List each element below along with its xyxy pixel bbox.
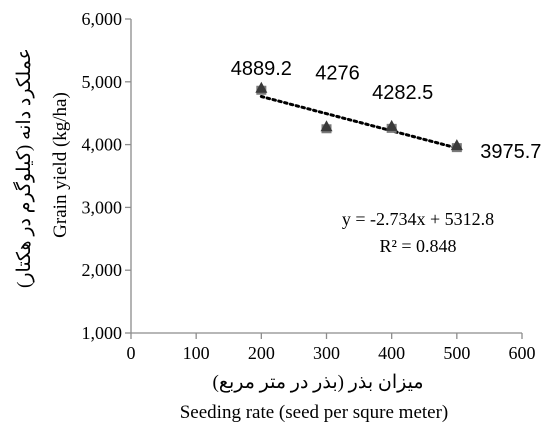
- data-label: 4282.5: [372, 82, 433, 104]
- data-point: [450, 139, 463, 153]
- x-tick-label: 0: [127, 343, 136, 363]
- x-tick-label: 600: [509, 343, 536, 363]
- x-tick-label: 200: [248, 343, 275, 363]
- x-axis-ticks: 0 100 200 300 400 500 600: [127, 333, 536, 363]
- data-point: [385, 119, 398, 133]
- data-point: [320, 120, 333, 134]
- data-points: [255, 81, 463, 153]
- x-tick-label: 500: [443, 343, 470, 363]
- trendline-r2: R² = 0.848: [379, 236, 456, 256]
- y-tick-label: 5,000: [82, 72, 123, 92]
- y-tick-label: 1,000: [82, 323, 123, 343]
- data-point: [255, 81, 268, 95]
- data-label: 3975.7: [480, 141, 541, 163]
- x-tick-label: 300: [313, 343, 340, 363]
- y-tick-label: 4,000: [82, 135, 123, 155]
- x-tick-label: 400: [378, 343, 405, 363]
- y-tick-label: 2,000: [82, 260, 123, 280]
- x-axis-label-fa: میزان بذر (بذر در متر مربع): [213, 372, 424, 393]
- data-labels: 4889.2 4276 4282.5 3975.7: [231, 58, 542, 163]
- y-tick-label: 3,000: [82, 197, 123, 217]
- y-axis-label-en: Grain yield (kg/ha): [50, 92, 71, 238]
- y-tick-label: 6,000: [82, 9, 123, 29]
- x-tick-label: 100: [183, 343, 210, 363]
- y-axis-label-fa: عملکرد دانه (کیلوگرم در هکتار): [12, 48, 35, 288]
- data-label: 4889.2: [231, 58, 292, 80]
- trendline-equation: y = -2.734x + 5312.8: [342, 209, 494, 229]
- y-axis-ticks: 1,000 2,000 3,000 4,000 5,000 6,000: [82, 9, 131, 343]
- trendline-path: [259, 94, 459, 150]
- data-label: 4276: [315, 62, 360, 84]
- x-axis-label-en: Seeding rate (seed per squre meter): [180, 402, 449, 423]
- trendline: [259, 94, 459, 150]
